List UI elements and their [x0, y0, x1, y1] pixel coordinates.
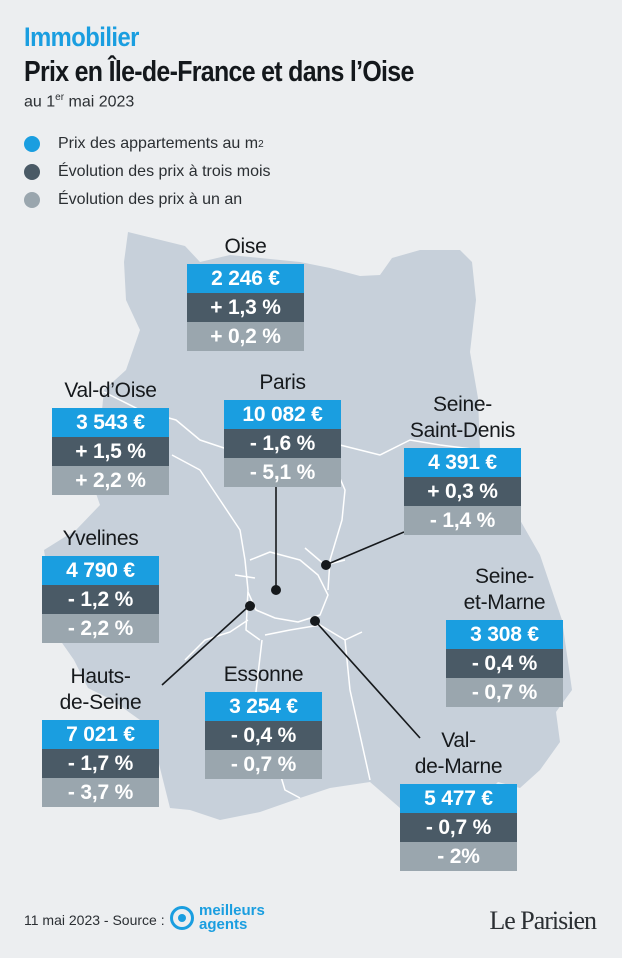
department-name: Seine- et-Marne: [463, 565, 546, 614]
card-seine-et-marne: Seine- et-Marne 3 308 € - 0,4 % - 0,7 %: [446, 564, 563, 707]
logo-text: meilleurs agents: [199, 902, 265, 933]
card-val-d-oise: Val-d’Oise 3 543 € + 1,5 % + 2,2 %: [52, 378, 169, 495]
department-name: Paris: [259, 371, 306, 394]
department-name: Val-d’Oise: [64, 379, 157, 402]
publisher-logo: Le Parisien: [489, 906, 597, 935]
one-year-cell: - 3,7 %: [42, 778, 159, 807]
price-cell: 3 308 €: [446, 620, 563, 649]
three-month-cell: - 1,2 %: [42, 585, 159, 614]
legend-sup: 2: [258, 138, 264, 150]
one-year-cell: - 2%: [400, 842, 517, 871]
department-name: Hauts- de-Seine: [59, 665, 142, 714]
legend-label-one-year: Évolution des prix à un an: [58, 191, 243, 208]
department-borders: [103, 391, 481, 799]
department-name: Val- de-Marne: [414, 729, 503, 778]
price-cell: 2 246 €: [187, 264, 304, 293]
price-cell: 5 477 €: [400, 784, 517, 813]
price-cell: 4 391 €: [404, 448, 521, 477]
three-month-cell: + 1,3 %: [187, 293, 304, 322]
one-year-cell: - 0,7 %: [205, 750, 322, 779]
three-month-cell: - 0,4 %: [205, 721, 322, 750]
legend-dot-one-year: [24, 192, 40, 208]
one-year-cell: - 1,4 %: [404, 506, 521, 535]
location-dots: [245, 560, 331, 626]
date-prefix: au 1: [24, 93, 56, 111]
logo-line-2: agents: [199, 916, 248, 933]
price-cell: 3 543 €: [52, 408, 169, 437]
one-year-cell: + 2,2 %: [52, 466, 169, 495]
leader-lines: [161, 486, 421, 739]
three-month-cell: - 0,4 %: [446, 649, 563, 678]
one-year-cell: + 0,2 %: [187, 322, 304, 351]
legend-label-three-months: Évolution des prix à trois mois: [58, 163, 271, 180]
location-pin-icon: [170, 906, 194, 930]
kicker: Immobilier: [24, 22, 139, 52]
three-month-cell: - 1,7 %: [42, 749, 159, 778]
legend-item-three-months: Évolution des prix à trois mois: [24, 158, 271, 186]
price-cell: 7 021 €: [42, 720, 159, 749]
card-paris: Paris 10 082 € - 1,6 % - 5,1 %: [224, 370, 341, 487]
three-month-cell: - 1,6 %: [224, 429, 341, 458]
card-yvelines: Yvelines 4 790 € - 1,2 % - 2,2 %: [42, 526, 159, 643]
department-name: Yvelines: [62, 527, 139, 550]
legend-dot-price: [24, 136, 40, 152]
department-name: Essonne: [223, 663, 304, 686]
three-month-cell: + 1,5 %: [52, 437, 169, 466]
price-cell: 3 254 €: [205, 692, 322, 721]
department-name: Seine- Saint-Denis: [409, 393, 516, 442]
one-year-cell: - 2,2 %: [42, 614, 159, 643]
legend-item-one-year: Évolution des prix à un an: [24, 186, 271, 214]
meilleurs-agents-logo: meilleurs agents: [170, 902, 265, 933]
source-text: 11 mai 2023 - Source :: [24, 912, 165, 928]
three-month-cell: + 0,3 %: [404, 477, 521, 506]
three-month-cell: - 0,7 %: [400, 813, 517, 842]
card-val-de-marne: Val- de-Marne 5 477 € - 0,7 % - 2%: [400, 728, 517, 871]
date-sup: er: [55, 92, 65, 103]
page-title: Prix en Île-de-France et dans l’Oise: [24, 56, 414, 88]
department-name: Oise: [224, 235, 267, 258]
one-year-cell: - 5,1 %: [224, 458, 341, 487]
date-suffix: mai 2023: [64, 93, 135, 111]
legend-label-price: Prix des appartements au m: [58, 135, 259, 152]
card-hauts-de-seine: Hauts- de-Seine 7 021 € - 1,7 % - 3,7 %: [42, 664, 159, 807]
card-essonne: Essonne 3 254 € - 0,4 % - 0,7 %: [205, 662, 322, 779]
one-year-cell: - 0,7 %: [446, 678, 563, 707]
price-cell: 4 790 €: [42, 556, 159, 585]
logo-line-1: meilleurs: [199, 902, 265, 919]
card-seine-saint-denis: Seine- Saint-Denis 4 391 € + 0,3 % - 1,4…: [404, 392, 521, 535]
price-cell: 10 082 €: [224, 400, 341, 429]
date-line: au 1er mai 2023: [24, 92, 134, 111]
card-oise: Oise 2 246 € + 1,3 % + 0,2 %: [187, 234, 304, 351]
legend-dot-three-months: [24, 164, 40, 180]
